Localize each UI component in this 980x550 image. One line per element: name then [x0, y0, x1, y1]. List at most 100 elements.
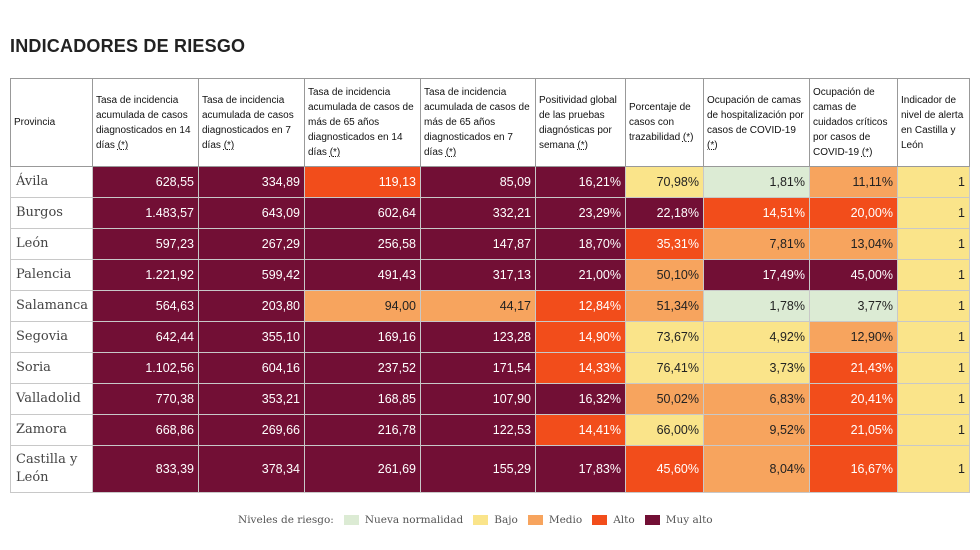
indicator-cell: 1 [897, 228, 970, 260]
risk-indicators-table: Provincia Tasa de incidencia acumulada de… [10, 78, 970, 493]
indicator-cell: 147,87 [420, 228, 536, 260]
table-row: Soria 1.102,56 604,16 237,52 171,54 14,33% 76,… [10, 352, 970, 384]
legend-item-label: Medio [548, 514, 583, 526]
column-header-1: Tasa de incidencia acumulada de casos di… [92, 78, 199, 167]
indicator-cell: 1 [897, 383, 970, 415]
column-header-label: Porcentaje de casos con trazabilidad [629, 102, 691, 143]
legend-item-label: Muy alto [665, 514, 713, 526]
indicator-cell: 1 [897, 414, 970, 446]
indicator-cell: 13,04% [809, 228, 898, 260]
footnote-link[interactable]: (*) [117, 139, 129, 151]
province-name: Burgos [10, 197, 93, 229]
indicator-cell: 21,43% [809, 352, 898, 384]
table-row: Segovia 642,44 355,10 169,16 123,28 14,90% 73,… [10, 321, 970, 353]
indicator-cell: 599,42 [198, 259, 305, 291]
indicator-cell: 66,00% [625, 414, 704, 446]
column-header-9: Indicador de nivel de alerta en Castilla… [897, 78, 970, 167]
legend-item-label: Bajo [494, 514, 518, 526]
legend-label: Niveles de riesgo: [238, 514, 334, 526]
indicator-cell: 1 [897, 197, 970, 229]
column-header-label: Ocupación de camas de cuidados críticos … [813, 87, 888, 158]
column-header-label: Positividad global de las pruebas diagnó… [539, 94, 617, 151]
indicator-cell: 261,69 [304, 445, 421, 493]
indicator-cell: 12,84% [535, 290, 626, 322]
footnote-link[interactable]: (*) [682, 132, 694, 143]
indicator-cell: 1 [897, 445, 970, 493]
indicator-cell: 20,41% [809, 383, 898, 415]
indicator-cell: 770,38 [92, 383, 199, 415]
indicator-cell: 602,64 [304, 197, 421, 229]
legend-swatch [343, 515, 359, 525]
indicator-cell: 334,89 [198, 166, 305, 198]
indicator-cell: 168,85 [304, 383, 421, 415]
indicator-cell: 85,09 [420, 166, 536, 198]
indicator-cell: 119,13 [304, 166, 421, 198]
column-header-3: Tasa de incidencia acumulada de casos de… [304, 78, 421, 167]
province-name: Salamanca [10, 290, 93, 322]
indicator-cell: 17,49% [703, 259, 810, 291]
province-name: Zamora [10, 414, 93, 446]
indicator-cell: 267,29 [198, 228, 305, 260]
indicator-cell: 1.221,92 [92, 259, 199, 291]
indicator-cell: 1,81% [703, 166, 810, 198]
indicator-cell: 216,78 [304, 414, 421, 446]
indicator-cell: 6,83% [703, 383, 810, 415]
indicator-cell: 45,00% [809, 259, 898, 291]
indicator-cell: 18,70% [535, 228, 626, 260]
province-name: Castilla y León [10, 445, 93, 493]
indicator-cell: 668,86 [92, 414, 199, 446]
indicator-cell: 14,33% [535, 352, 626, 384]
province-name: León [10, 228, 93, 260]
table-row: Burgos 1.483,57 643,09 602,64 332,21 23,29% 22… [10, 197, 970, 229]
page-title: INDICADORES DE RIESGO [10, 36, 246, 56]
province-name: Segovia [10, 321, 93, 353]
indicator-cell: 3,77% [809, 290, 898, 322]
indicator-cell: 1 [897, 321, 970, 353]
indicator-cell: 643,09 [198, 197, 305, 229]
column-header-2: Tasa de incidencia acumulada de casos di… [198, 78, 305, 167]
table-row: Ávila 628,55 334,89 119,13 85,09 16,21% 70,98%… [10, 166, 970, 198]
footnote-link[interactable]: (*) [223, 139, 235, 151]
indicator-cell: 269,66 [198, 414, 305, 446]
column-header-label: Tasa de incidencia acumulada de casos di… [96, 94, 191, 151]
indicator-cell: 628,55 [92, 166, 199, 198]
column-header-6: Porcentaje de casos con trazabilidad (*) [625, 78, 704, 167]
indicator-cell: 1 [897, 166, 970, 198]
indicator-cell: 14,41% [535, 414, 626, 446]
column-header-label: Tasa de incidencia acumulada de casos de… [424, 87, 530, 158]
footnote-link[interactable]: (*) [577, 139, 588, 151]
indicator-cell: 353,21 [198, 383, 305, 415]
footnote-link[interactable]: (*) [445, 147, 457, 158]
indicator-cell: 45,60% [625, 445, 704, 493]
legend-item-label: Nueva normalidad [364, 514, 464, 526]
indicator-cell: 171,54 [420, 352, 536, 384]
footnote-link[interactable]: (*) [329, 147, 341, 158]
indicator-cell: 332,21 [420, 197, 536, 229]
indicator-cell: 491,43 [304, 259, 421, 291]
footnote-link[interactable]: (*) [861, 147, 873, 158]
indicator-cell: 8,04% [703, 445, 810, 493]
indicator-cell: 833,39 [92, 445, 199, 493]
indicator-cell: 16,67% [809, 445, 898, 493]
indicator-cell: 50,02% [625, 383, 704, 415]
indicator-cell: 355,10 [198, 321, 305, 353]
indicator-cell: 1 [897, 259, 970, 291]
province-name: Palencia [10, 259, 93, 291]
footnote-link[interactable]: (*) [707, 139, 718, 151]
indicator-cell: 564,63 [92, 290, 199, 322]
indicator-cell: 22,18% [625, 197, 704, 229]
table-row: León 597,23 267,29 256,58 147,87 18,70% 35,31%… [10, 228, 970, 260]
indicator-cell: 604,16 [198, 352, 305, 384]
indicator-cell: 317,13 [420, 259, 536, 291]
column-header-label: Ocupación de camas de hospitalización po… [707, 94, 804, 136]
indicator-cell: 51,34% [625, 290, 704, 322]
indicator-cell: 3,73% [703, 352, 810, 384]
column-header-label: Tasa de incidencia acumulada de casos di… [202, 94, 294, 151]
indicator-cell: 155,29 [420, 445, 536, 493]
indicator-cell: 378,34 [198, 445, 305, 493]
indicator-cell: 597,23 [92, 228, 199, 260]
column-header-label: Tasa de incidencia acumulada de casos de… [308, 87, 414, 158]
legend-swatch [473, 515, 489, 525]
indicator-cell: 17,83% [535, 445, 626, 493]
indicator-cell: 23,29% [535, 197, 626, 229]
